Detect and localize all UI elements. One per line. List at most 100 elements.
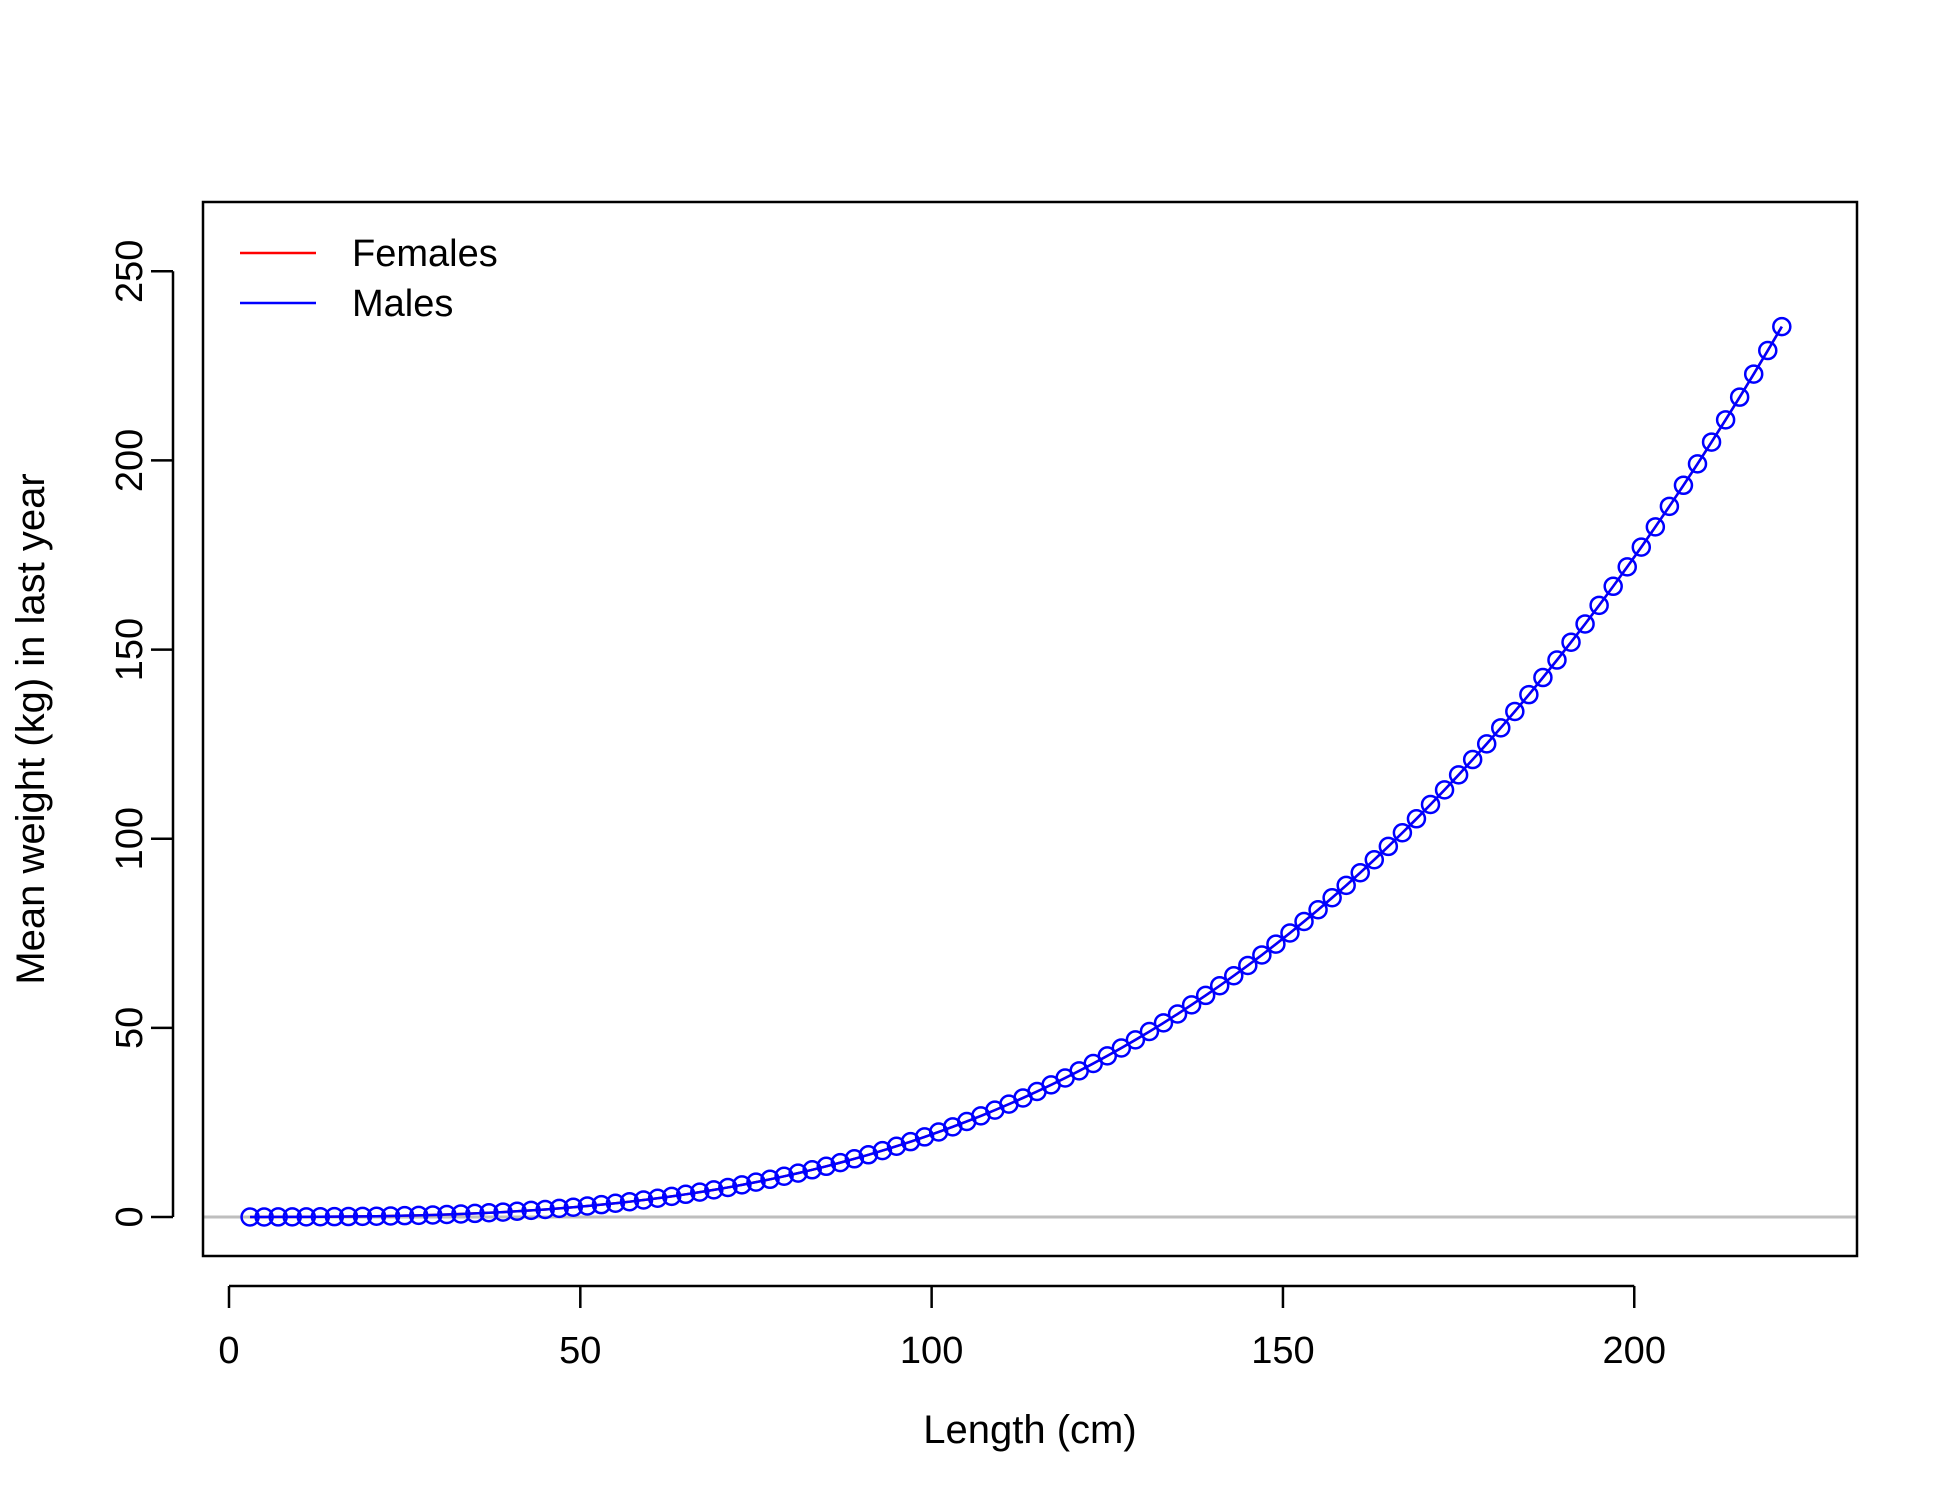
data-point-males — [1743, 364, 1764, 384]
data-point-males — [774, 1166, 794, 1187]
y-tick-label: 250 — [109, 240, 151, 303]
data-point-males — [1434, 780, 1455, 800]
data-point-males — [647, 1188, 668, 1208]
data-point-males — [324, 1206, 345, 1227]
data-point-males — [1111, 1038, 1132, 1058]
data-point-males — [1758, 340, 1778, 361]
data-point-males — [1238, 955, 1258, 976]
data-point-males — [591, 1194, 612, 1215]
data-point-males — [1364, 849, 1385, 870]
data-point-males — [1167, 1004, 1188, 1024]
data-point-males — [746, 1172, 766, 1192]
data-point-males — [1772, 316, 1792, 337]
data-point-males — [1294, 911, 1314, 932]
data-point-males — [1266, 934, 1286, 954]
data-point-males — [451, 1204, 471, 1224]
data-point-males — [394, 1205, 415, 1226]
data-point-males — [310, 1207, 331, 1227]
data-point-males — [1153, 1013, 1174, 1033]
data-point-males — [1547, 650, 1567, 670]
y-tick-label: 150 — [109, 618, 151, 681]
data-point-males — [1224, 966, 1244, 986]
data-point-males — [423, 1205, 443, 1225]
data-point-males — [1729, 387, 1750, 407]
y-axis: 0 50 100 150 200 250 — [109, 240, 175, 1228]
data-point-males — [1631, 537, 1652, 557]
x-tick-label: 150 — [1251, 1330, 1314, 1372]
data-point-males — [605, 1193, 626, 1213]
data-point-males — [690, 1182, 710, 1202]
data-point-males — [1476, 734, 1497, 754]
data-point-males — [1715, 410, 1736, 430]
data-point-males — [366, 1206, 387, 1226]
data-point-males — [886, 1136, 907, 1156]
data-point-males — [1519, 684, 1539, 705]
data-point-males — [521, 1200, 541, 1221]
series-layer — [240, 316, 1792, 1227]
data-point-males — [296, 1207, 317, 1227]
data-point-males — [1378, 836, 1399, 857]
data-point-males — [872, 1140, 893, 1161]
x-tick-label: 0 — [218, 1330, 239, 1372]
x-axis: 0 50 100 150 200 — [218, 1284, 1666, 1372]
y-axis-label: Mean weight (kg) in last year — [9, 473, 53, 984]
data-point-males — [1589, 595, 1609, 616]
data-point-males — [1659, 496, 1680, 517]
data-point-males — [535, 1199, 555, 1220]
legend-label-males: Males — [352, 283, 453, 325]
data-point-males — [1673, 475, 1694, 496]
data-point-males — [816, 1156, 836, 1177]
data-point-males — [802, 1160, 822, 1180]
data-point-males — [858, 1145, 879, 1165]
legend: Females Males — [240, 233, 498, 325]
series-males — [240, 316, 1792, 1227]
data-point-males — [788, 1163, 808, 1183]
data-point-males — [437, 1204, 457, 1225]
data-point-males — [1603, 576, 1623, 597]
data-point-males — [704, 1180, 724, 1200]
data-point-males — [380, 1206, 401, 1226]
data-point-males — [1195, 985, 1216, 1006]
data-point-males — [1462, 749, 1483, 770]
data-point-males — [493, 1202, 513, 1222]
data-point-males — [830, 1152, 851, 1173]
data-point-males — [507, 1201, 527, 1222]
y-tick-label: 100 — [109, 807, 151, 870]
y-tick-label: 0 — [109, 1206, 151, 1227]
data-point-males — [549, 1198, 569, 1219]
data-point-males — [1701, 432, 1722, 452]
data-point-males — [1687, 454, 1708, 474]
x-tick-label: 200 — [1603, 1330, 1666, 1372]
data-point-males — [661, 1186, 682, 1207]
data-point-males — [1533, 667, 1553, 688]
data-point-males — [577, 1196, 598, 1216]
data-point-males — [1350, 862, 1370, 883]
data-point-males — [1448, 765, 1469, 785]
data-point-males — [240, 1207, 260, 1227]
data-point-males — [282, 1207, 302, 1227]
data-point-males — [1645, 517, 1666, 537]
data-point-males — [1617, 557, 1637, 577]
y-tick-label: 50 — [109, 1007, 151, 1049]
data-point-males — [675, 1184, 696, 1205]
data-point-males — [732, 1175, 752, 1195]
data-point-males — [1406, 809, 1427, 829]
data-point-males — [479, 1203, 499, 1223]
data-point-males — [1561, 632, 1581, 652]
data-point-males — [408, 1205, 429, 1226]
y-tick-label: 200 — [109, 429, 151, 492]
data-point-males — [1181, 995, 1202, 1015]
data-point-males — [718, 1177, 738, 1198]
data-point-males — [563, 1197, 584, 1218]
data-point-males — [1209, 975, 1230, 996]
data-point-males — [1280, 923, 1300, 943]
data-point-males — [1125, 1030, 1146, 1050]
data-point-males — [1392, 823, 1413, 843]
x-axis-label: Length (cm) — [923, 1408, 1136, 1452]
data-point-males — [254, 1207, 274, 1227]
data-point-males — [268, 1207, 288, 1227]
data-point-males — [1505, 701, 1525, 722]
data-point-males — [338, 1206, 359, 1227]
